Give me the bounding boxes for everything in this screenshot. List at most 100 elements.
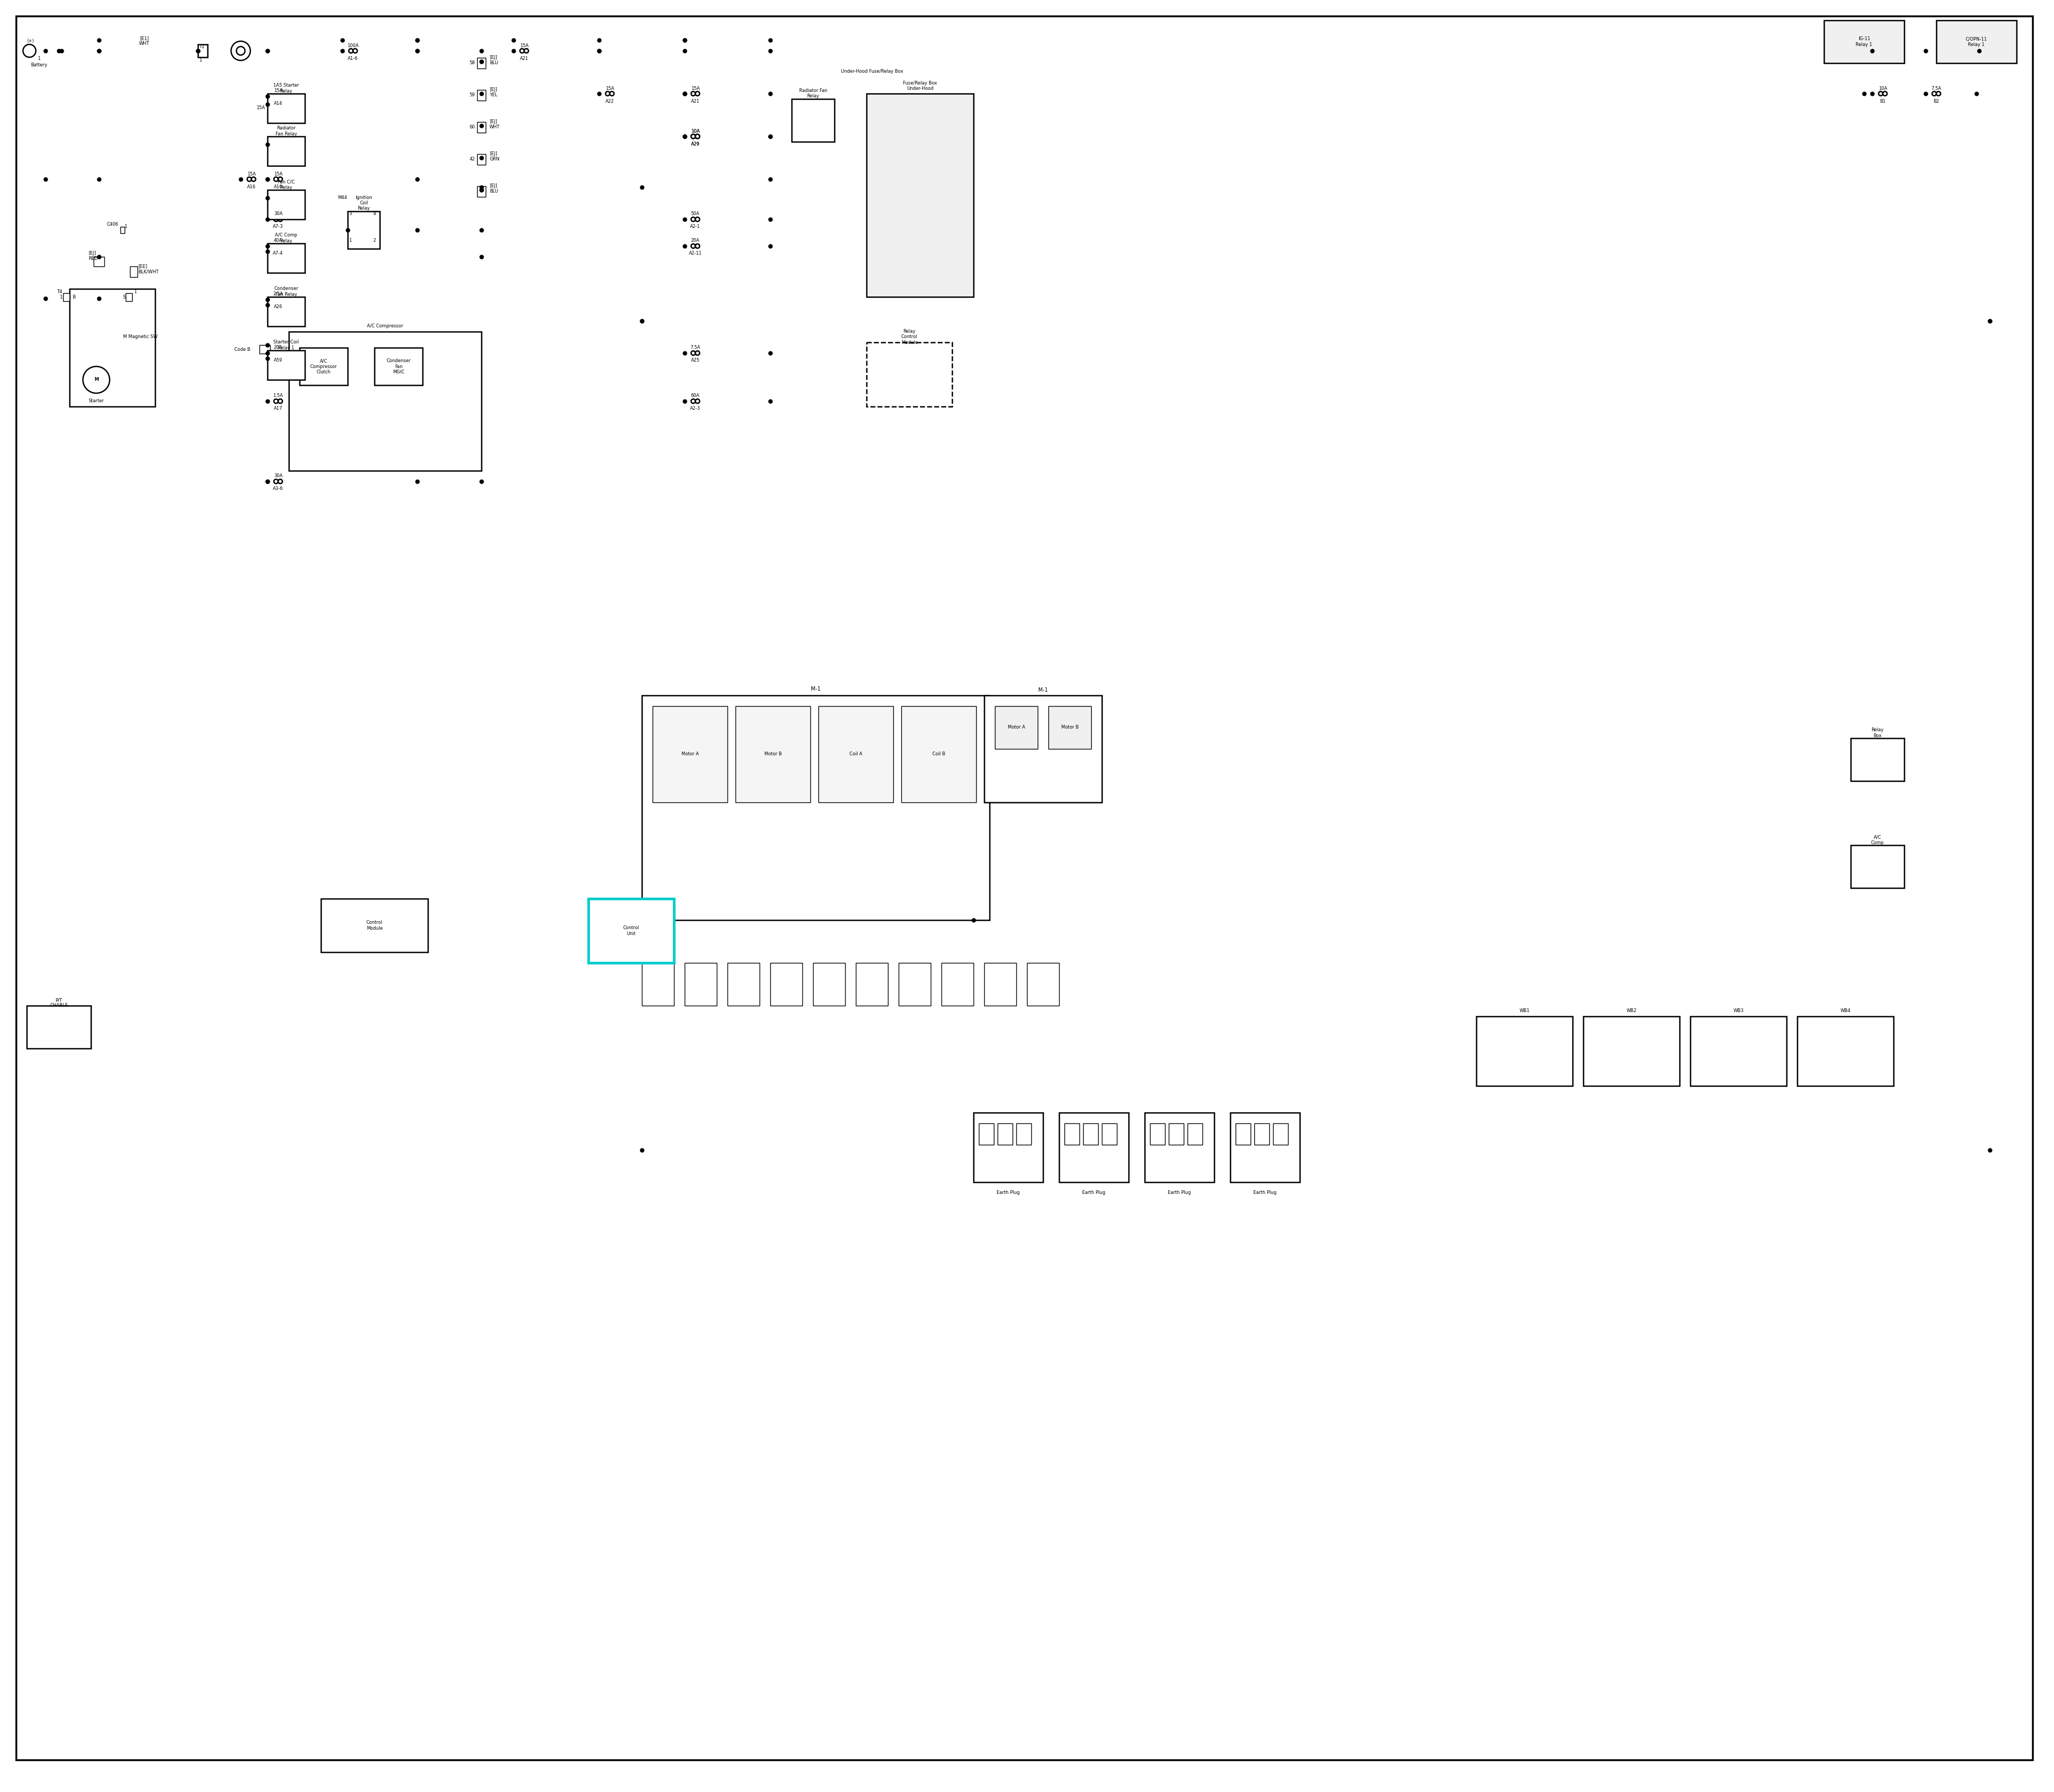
Bar: [984, 962, 1017, 1005]
Text: A26: A26: [273, 305, 283, 310]
Bar: [1017, 1124, 1031, 1145]
Circle shape: [520, 48, 524, 54]
Bar: [980, 1124, 994, 1145]
Text: 15A: 15A: [273, 88, 283, 93]
Text: Relay
Control
Module: Relay Control Module: [902, 330, 918, 346]
Bar: [1851, 738, 1904, 781]
Bar: [129, 267, 138, 278]
Text: 15A: 15A: [606, 86, 614, 91]
Bar: [994, 706, 1037, 749]
Text: Coil A: Coil A: [850, 753, 863, 756]
Circle shape: [690, 400, 696, 403]
Circle shape: [246, 177, 251, 181]
Text: M-1: M-1: [811, 686, 820, 692]
Text: 40A: 40A: [273, 238, 283, 244]
Circle shape: [1937, 91, 1941, 95]
Text: A17: A17: [273, 407, 283, 410]
Circle shape: [1933, 91, 1937, 95]
Text: A/C
Comp: A/C Comp: [1871, 835, 1884, 846]
Circle shape: [524, 48, 528, 54]
Circle shape: [696, 400, 700, 403]
Bar: [902, 706, 976, 803]
Text: 1A5 Starter
Relay: 1A5 Starter Relay: [273, 82, 300, 93]
Text: BLK/WHT: BLK/WHT: [138, 269, 158, 274]
Bar: [998, 1124, 1013, 1145]
Text: Earth Plug: Earth Plug: [996, 1190, 1021, 1195]
Circle shape: [273, 351, 277, 355]
Bar: [1237, 1124, 1251, 1145]
Text: S: S: [123, 294, 125, 299]
Bar: [125, 294, 131, 301]
Text: WB1: WB1: [1520, 1009, 1530, 1014]
Text: Coil B: Coil B: [933, 753, 945, 756]
Text: Starter Coil
Relay 1: Starter Coil Relay 1: [273, 340, 300, 349]
Text: 15A: 15A: [257, 106, 265, 111]
Text: Fuse/Relay Box: Fuse/Relay Box: [904, 81, 937, 86]
Bar: [587, 898, 674, 962]
Bar: [684, 962, 717, 1005]
Bar: [1937, 20, 2017, 63]
Text: P/T: P/T: [55, 998, 62, 1004]
Text: WB2: WB2: [1627, 1009, 1637, 1014]
Text: A22: A22: [606, 99, 614, 104]
Text: Control
Module: Control Module: [366, 921, 382, 930]
Text: 2: 2: [374, 238, 376, 244]
Circle shape: [610, 91, 614, 95]
Circle shape: [277, 177, 283, 181]
Circle shape: [277, 351, 283, 355]
Bar: [1824, 20, 1904, 63]
Circle shape: [23, 45, 35, 57]
Text: A2-3: A2-3: [690, 407, 700, 410]
Text: B1: B1: [1879, 99, 1886, 104]
Text: IG-11
Relay 1: IG-11 Relay 1: [1855, 36, 1873, 47]
Circle shape: [690, 244, 696, 249]
Bar: [867, 342, 953, 407]
Bar: [1082, 1124, 1099, 1145]
Circle shape: [1879, 91, 1884, 95]
Text: 1: 1: [349, 238, 351, 244]
Text: A2-1: A2-1: [690, 224, 700, 229]
Text: WHT: WHT: [140, 41, 150, 47]
Bar: [267, 136, 304, 167]
Circle shape: [251, 177, 255, 181]
Text: Earth Plug: Earth Plug: [1253, 1190, 1278, 1195]
Bar: [259, 346, 271, 353]
Text: 7.5A: 7.5A: [690, 346, 700, 349]
Bar: [1797, 1016, 1894, 1086]
Text: YEL: YEL: [489, 91, 497, 97]
Bar: [770, 77, 974, 287]
Text: 1: 1: [125, 224, 127, 229]
Bar: [1273, 1124, 1288, 1145]
Circle shape: [696, 91, 700, 95]
Text: 1: 1: [134, 289, 136, 294]
Bar: [27, 1005, 90, 1048]
Text: B2: B2: [1933, 99, 1939, 104]
Text: 10A: 10A: [1879, 86, 1888, 91]
Text: 60: 60: [468, 124, 474, 129]
Text: WB3: WB3: [1734, 1009, 1744, 1014]
Bar: [1169, 1124, 1183, 1145]
Text: A21: A21: [520, 56, 528, 61]
Bar: [1187, 1124, 1202, 1145]
Bar: [641, 695, 990, 919]
Bar: [727, 962, 760, 1005]
Bar: [1027, 962, 1060, 1005]
Text: A7-3: A7-3: [273, 224, 283, 229]
Text: 3: 3: [349, 211, 351, 217]
Text: 1.5A: 1.5A: [273, 394, 283, 398]
Text: Earth Plug: Earth Plug: [1082, 1190, 1105, 1195]
Bar: [1690, 1016, 1787, 1086]
Bar: [267, 190, 304, 219]
Bar: [1851, 846, 1904, 889]
Text: [EJ]: [EJ]: [489, 183, 497, 188]
Text: M44: M44: [337, 195, 347, 201]
Text: 60A: 60A: [690, 394, 700, 398]
Bar: [477, 122, 485, 133]
Circle shape: [696, 244, 700, 249]
Text: 2.5A: 2.5A: [273, 292, 283, 297]
Text: Motor B: Motor B: [1062, 726, 1078, 729]
Bar: [267, 244, 304, 272]
Text: [EJ]: [EJ]: [489, 118, 497, 124]
Text: Fan C/C
Relay: Fan C/C Relay: [277, 179, 294, 190]
Text: A25: A25: [690, 358, 700, 364]
